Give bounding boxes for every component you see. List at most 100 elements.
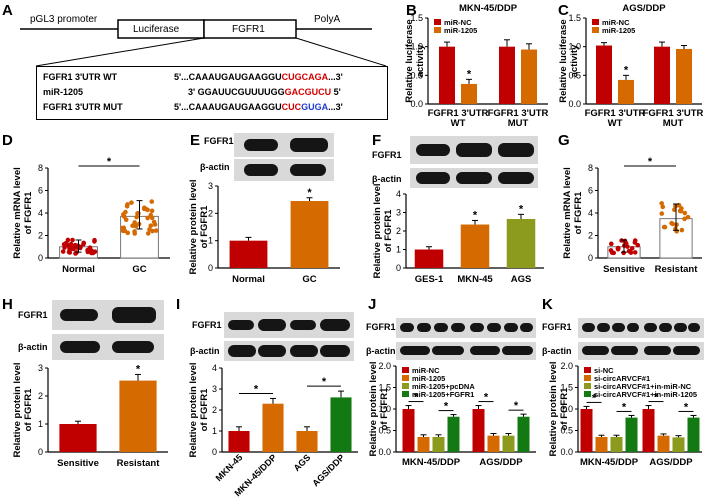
chart-d-point — [149, 208, 155, 214]
chart-k-significance-star: * — [654, 392, 659, 404]
chart-g-point — [669, 220, 674, 226]
chart-e-ylabel-line1: Relative protein level — [188, 179, 199, 274]
blot-e-fgfr1-label: FGFR1 — [204, 136, 234, 146]
chart-d-point — [151, 219, 157, 225]
chart-k-significance-star: * — [592, 392, 597, 404]
chart-f-ylabel-line2: of FGFR1 — [383, 209, 394, 252]
chart-g-point — [678, 208, 684, 214]
chart-k-ytick-label: 1.5 — [560, 383, 573, 393]
chart-i-ytick-label: 2 — [212, 405, 217, 415]
chart-i-bar — [330, 397, 352, 452]
panel-letter-e: E — [190, 132, 201, 149]
chart-g-point — [674, 222, 679, 228]
blot-h-fgfr1-label: FGFR1 — [18, 310, 48, 320]
chart-c-legend-swatch — [592, 27, 599, 33]
chart-i-ytick-label: 3 — [212, 384, 217, 394]
chart-b-significance-star: * — [467, 68, 472, 80]
chart-b-x-tick-label: MUT — [508, 118, 529, 129]
panel-letter-d: D — [2, 132, 13, 149]
chart-j-bar — [517, 416, 530, 452]
chart-g-ytick-label: 6 — [588, 186, 593, 196]
chart-c-ytick-label: 1.5 — [568, 13, 581, 23]
chart-d-point — [150, 228, 155, 234]
chart-g-point — [609, 250, 615, 255]
chart-f-ytick-label: 3 — [396, 208, 401, 218]
chart-d-point — [123, 217, 129, 223]
chart-d-point — [141, 206, 147, 212]
chart-h-ytick-label: 0 — [38, 447, 43, 457]
chart-f-bar — [414, 249, 444, 268]
chart-b-x-tick-label: WT — [451, 118, 466, 129]
chart-b-bar — [521, 49, 537, 104]
chart-d-point — [148, 223, 154, 229]
chart-j-legend-swatch — [402, 383, 409, 389]
chart-i-x-tick-label: AGS — [292, 452, 313, 473]
chart-d-point — [153, 228, 159, 233]
panel-letter-g: G — [558, 132, 570, 149]
chart-j-legend-label: miR-1205+pcDNA — [412, 382, 475, 391]
blot-k-fgfr1 — [578, 318, 704, 338]
chart-i-ytick-label: 4 — [212, 363, 217, 373]
chart-d-point — [74, 245, 79, 250]
chart-k-ytick-label: 0.5 — [560, 426, 573, 436]
chart-d-point — [67, 247, 72, 253]
panel-letter-j: J — [368, 296, 377, 313]
chart-g-point — [615, 245, 621, 251]
chart-d-ytick-label: 2 — [38, 231, 43, 241]
chart-d-point — [148, 212, 154, 218]
blot-h-actin — [52, 334, 164, 360]
chart-d-point — [149, 199, 155, 204]
chart-i-bar — [262, 403, 284, 452]
chart-k-legend-swatch — [584, 391, 591, 397]
chart-c-ytick-label: 0.5 — [568, 70, 581, 80]
blot-j-actin-label: β-actin — [366, 346, 396, 356]
chart-i-ylabel-line1: Relative protein level — [188, 362, 199, 457]
chart-i-significance-star: * — [254, 383, 259, 395]
chart-i-bar — [228, 431, 250, 452]
chart-k-ytick-label: 1.0 — [560, 404, 573, 414]
chart-c-bar — [654, 46, 670, 104]
chart-k-legend-swatch — [584, 375, 591, 381]
chart-c-ylabel-line1: Relative luciferase — [558, 19, 569, 102]
panel-letter-a: A — [2, 2, 13, 19]
panel-letter-h: H — [2, 296, 13, 313]
fgfr1-gene-label: FGFR1 — [232, 24, 265, 35]
panel-letter-c: C — [558, 2, 569, 19]
chart-g-point — [659, 211, 665, 216]
chart-j-ytick-label: 1.0 — [378, 404, 391, 414]
chart-f-x-tick-label: GES-1 — [415, 274, 444, 285]
chart-c-bar — [618, 79, 634, 104]
chart-i-x-tick-label: MKN-45 — [214, 452, 245, 483]
chart-d-point — [62, 245, 67, 250]
panel-letter-f: F — [372, 132, 382, 149]
chart-j-bar — [487, 435, 500, 452]
chart-i-significance-star: * — [322, 376, 327, 388]
chart-c-x-tick-label: FGFR1 3'UTR — [643, 108, 704, 119]
chart-k-ylabel-line2: of FGFR1 — [559, 387, 570, 430]
chart-j-bar — [417, 436, 430, 452]
chart-c-legend-label: miR-NC — [602, 18, 630, 27]
chart-j-significance-star: * — [414, 392, 419, 404]
chart-f-significance-star: * — [473, 209, 478, 221]
chart-h-ylabel-line2: of FGFR1 — [23, 388, 34, 431]
chart-b-legend-swatch — [434, 27, 441, 33]
chart-e-ytick-label: 1 — [208, 236, 213, 246]
chart-g-ytick-label: 2 — [588, 231, 593, 241]
chart-b-bar — [461, 83, 477, 104]
chart-k-significance-star: * — [622, 401, 627, 413]
chart-b-ytick-label: 0.5 — [410, 70, 423, 80]
chart-c-x-tick-label: WT — [608, 118, 623, 129]
chart-g-ylabel-line1: Relative mRNA level — [562, 167, 573, 259]
promoter-label: pGL3 promoter — [30, 14, 98, 25]
chart-c-ylabel-line2: activity — [569, 44, 580, 77]
blot-k-actin — [578, 342, 704, 360]
chart-d-point — [124, 204, 130, 209]
chart-i-bar — [296, 431, 318, 452]
chart-d-x-tick-label: GC — [132, 264, 146, 275]
blot-i-fgfr1 — [224, 312, 354, 338]
chart-g-ytick-label: 0 — [588, 253, 593, 263]
chart-d-point — [134, 214, 139, 220]
chart-g-point — [660, 204, 666, 210]
chart-k-bar — [580, 409, 593, 452]
